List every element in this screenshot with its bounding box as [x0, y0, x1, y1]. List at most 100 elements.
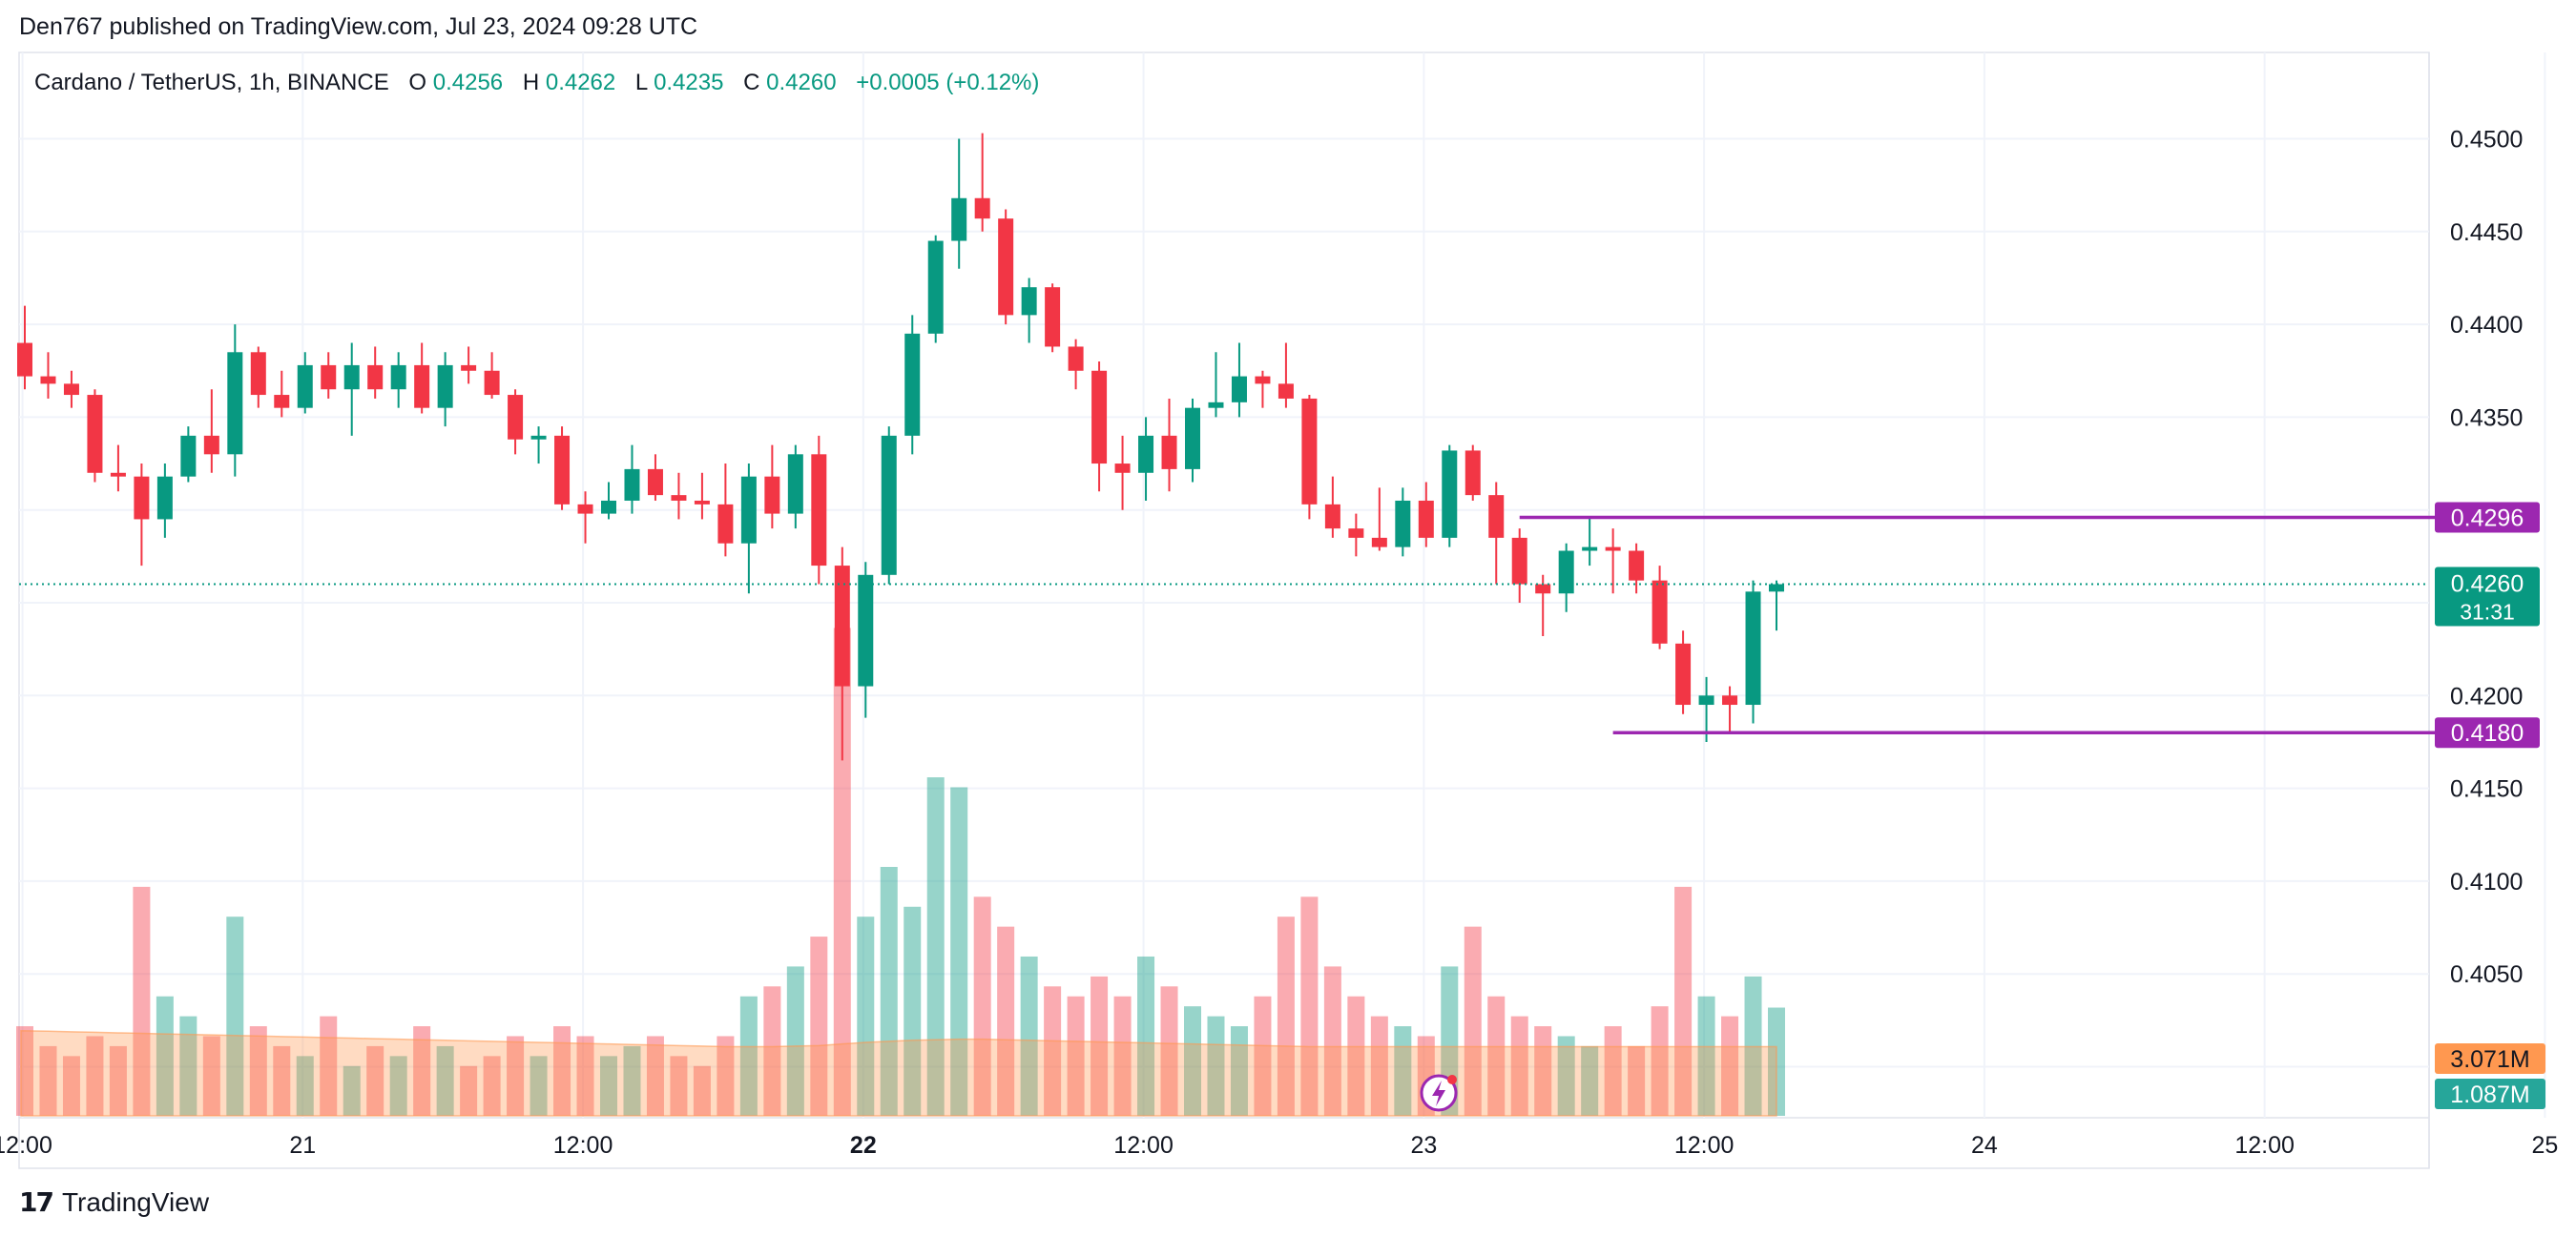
candle[interactable]	[367, 346, 384, 399]
candle[interactable]	[1605, 528, 1621, 594]
candle[interactable]	[1465, 444, 1481, 501]
candle[interactable]	[951, 138, 967, 269]
candle[interactable]	[1652, 566, 1668, 649]
candle[interactable]	[671, 472, 687, 520]
candle[interactable]	[577, 491, 593, 544]
candle[interactable]	[484, 352, 500, 399]
candle[interactable]	[1558, 543, 1574, 612]
candle-body	[367, 364, 384, 390]
legend-symbol[interactable]: Cardano / TetherUS, 1h, BINANCE	[34, 70, 389, 95]
candle[interactable]	[624, 444, 640, 514]
level-price-badge	[2435, 502, 2540, 533]
candle[interactable]	[1091, 361, 1108, 492]
candle[interactable]	[1582, 517, 1598, 566]
candle[interactable]	[740, 464, 757, 594]
candle[interactable]	[180, 426, 197, 483]
candle[interactable]	[694, 472, 710, 520]
candle[interactable]	[343, 342, 360, 436]
candle[interactable]	[1348, 513, 1364, 557]
candle[interactable]	[203, 389, 219, 473]
candle[interactable]	[40, 352, 56, 399]
candle-body	[1511, 537, 1527, 585]
candle[interactable]	[63, 370, 79, 408]
candle[interactable]	[1138, 417, 1154, 501]
candle[interactable]	[1161, 398, 1177, 492]
candle[interactable]	[274, 370, 290, 418]
legend-open-value: 0.4256	[433, 70, 503, 95]
candle[interactable]	[134, 464, 150, 566]
candle[interactable]	[1722, 686, 1738, 733]
candle[interactable]	[1769, 580, 1784, 631]
candle[interactable]	[437, 352, 453, 427]
candle-body	[87, 395, 103, 473]
candle[interactable]	[858, 562, 874, 718]
candle[interactable]	[1395, 487, 1411, 557]
candle[interactable]	[601, 482, 616, 520]
candle[interactable]	[390, 352, 406, 408]
candle[interactable]	[811, 435, 827, 585]
candle[interactable]	[1442, 444, 1458, 547]
candle[interactable]	[1114, 435, 1131, 510]
candle[interactable]	[1629, 543, 1645, 594]
candle-body	[1605, 546, 1621, 551]
candle[interactable]	[1021, 278, 1037, 343]
candle[interactable]	[1745, 580, 1761, 724]
candle[interactable]	[881, 426, 897, 585]
svg-text:Cardano / TetherUS, 1h, BINANC: Cardano / TetherUS, 1h, BINANCE O 0.4256…	[34, 70, 1039, 95]
volume-bar	[693, 1065, 711, 1116]
candle[interactable]	[110, 444, 126, 492]
candle[interactable]	[1675, 630, 1692, 714]
x-tick-label: 23	[1410, 1132, 1437, 1159]
candle[interactable]	[998, 209, 1014, 325]
candle[interactable]	[321, 352, 337, 399]
candle-body	[577, 504, 593, 514]
candle[interactable]	[414, 342, 430, 414]
candle[interactable]	[787, 444, 803, 529]
candle[interactable]	[904, 315, 921, 455]
candle[interactable]	[1371, 487, 1387, 551]
volume-bar	[133, 886, 151, 1116]
lightning-icon[interactable]	[1420, 1074, 1458, 1112]
candle[interactable]	[227, 324, 243, 477]
candle[interactable]	[1045, 283, 1061, 353]
volume-bar	[1628, 1045, 1646, 1116]
candle[interactable]	[1255, 370, 1271, 408]
candle[interactable]	[530, 426, 547, 464]
volume-bar	[950, 787, 968, 1116]
candle-body	[1465, 450, 1481, 496]
candle[interactable]	[974, 133, 990, 232]
candle[interactable]	[17, 305, 32, 390]
candle[interactable]	[250, 346, 266, 408]
candle[interactable]	[1185, 398, 1200, 483]
volume-bar	[1230, 1026, 1248, 1116]
volume-bar	[763, 986, 781, 1116]
candle[interactable]	[1511, 528, 1527, 603]
candle[interactable]	[764, 444, 780, 529]
candle[interactable]	[554, 426, 571, 510]
candle-body	[63, 383, 79, 396]
volume-bar	[86, 1036, 104, 1116]
candle[interactable]	[87, 389, 103, 483]
tradingview-footer[interactable]: 𝟭𝟳 TradingView	[19, 1186, 209, 1218]
candle-body	[17, 342, 32, 377]
candle[interactable]	[1418, 482, 1434, 547]
candle[interactable]	[927, 235, 944, 343]
candle[interactable]	[1231, 342, 1247, 418]
candle[interactable]	[461, 346, 477, 384]
candle[interactable]	[1068, 339, 1084, 390]
candle[interactable]	[717, 464, 734, 557]
candle[interactable]	[1301, 395, 1318, 520]
candle[interactable]	[834, 546, 850, 761]
legend-high-value: 0.4262	[546, 70, 615, 95]
candle[interactable]	[156, 464, 173, 538]
candle[interactable]	[1278, 342, 1294, 408]
volume-bar	[1323, 966, 1341, 1116]
candle[interactable]	[297, 352, 313, 414]
candle[interactable]	[508, 389, 524, 455]
candle[interactable]	[1208, 352, 1224, 418]
candle[interactable]	[647, 454, 663, 501]
candle[interactable]	[1324, 476, 1340, 538]
candle[interactable]	[1488, 482, 1505, 585]
